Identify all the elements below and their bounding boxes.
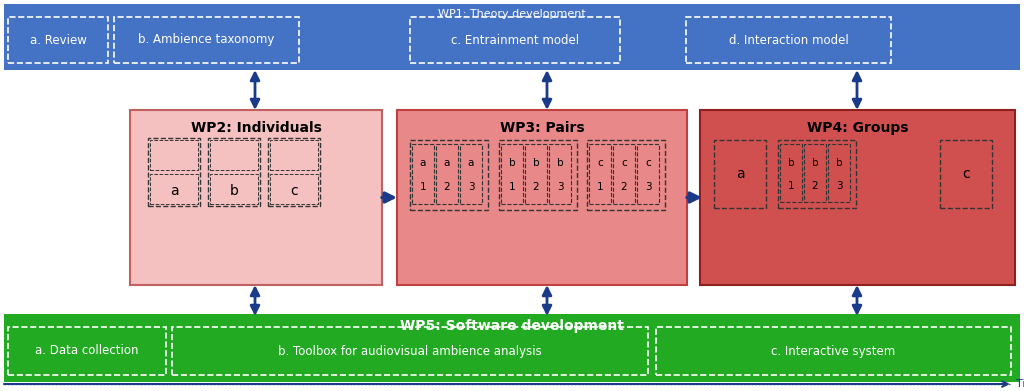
Text: b: b [509, 158, 515, 168]
Bar [412, 144, 434, 204]
Text: WP4: Groups: WP4: Groups [807, 121, 908, 135]
Text: a: a [443, 158, 451, 168]
Text: WP3: Pairs: WP3: Pairs [500, 121, 585, 135]
Bar [270, 140, 318, 170]
Text: 3: 3 [836, 181, 843, 191]
Bar [613, 144, 635, 204]
Bar [410, 140, 488, 210]
Bar [549, 144, 571, 204]
Bar [525, 144, 547, 204]
Text: 2: 2 [621, 182, 628, 192]
Bar [150, 140, 198, 170]
Bar [940, 140, 992, 208]
Text: a. Review: a. Review [30, 34, 86, 47]
Bar [589, 144, 611, 204]
Bar [4, 4, 1020, 70]
Text: 3: 3 [468, 182, 474, 192]
Text: a: a [420, 158, 426, 168]
Text: WP1: Theory development: WP1: Theory development [438, 9, 586, 19]
Bar [460, 144, 482, 204]
Bar [637, 144, 659, 204]
Text: c: c [290, 184, 298, 198]
Bar [714, 140, 766, 208]
Text: 1: 1 [597, 182, 603, 192]
Bar [436, 144, 458, 204]
Text: 3: 3 [557, 182, 563, 192]
Bar [208, 138, 260, 206]
Bar [172, 327, 648, 375]
Bar [828, 144, 850, 202]
Text: 1: 1 [420, 182, 426, 192]
Text: c. Interactive system: c. Interactive system [771, 344, 896, 357]
Bar [150, 174, 198, 204]
Text: b. Ambience taxonomy: b. Ambience taxonomy [138, 34, 274, 47]
Text: 2: 2 [812, 181, 818, 191]
Bar [686, 17, 891, 63]
Text: b: b [836, 158, 843, 168]
Text: 2: 2 [443, 182, 451, 192]
Text: c: c [622, 158, 627, 168]
Text: b: b [532, 158, 540, 168]
Bar [778, 140, 856, 208]
Bar [780, 144, 802, 202]
Text: c: c [597, 158, 603, 168]
Bar [270, 174, 318, 204]
Bar [8, 17, 108, 63]
Text: WP5: Software development: WP5: Software development [400, 319, 624, 333]
Text: a: a [170, 184, 178, 198]
Bar [501, 144, 523, 204]
Text: WP2: Individuals: WP2: Individuals [190, 121, 322, 135]
Bar [410, 17, 620, 63]
Text: b: b [229, 184, 239, 198]
Bar [130, 110, 382, 285]
Bar [148, 138, 200, 206]
Text: a: a [468, 158, 474, 168]
Text: b. Toolbox for audiovisual ambience analysis: b. Toolbox for audiovisual ambience anal… [279, 344, 542, 357]
Text: d. Interaction model: d. Interaction model [729, 34, 848, 47]
Text: Time: Time [1016, 379, 1024, 389]
Bar [210, 140, 258, 170]
Bar [268, 138, 319, 206]
Text: c. Entrainment model: c. Entrainment model [451, 34, 579, 47]
Text: a: a [735, 167, 744, 181]
Text: 1: 1 [509, 182, 515, 192]
Text: c: c [963, 167, 970, 181]
Bar [114, 17, 299, 63]
Bar [397, 110, 687, 285]
Text: b: b [812, 158, 818, 168]
Bar [587, 140, 665, 210]
Bar [4, 314, 1020, 382]
Text: b: b [787, 158, 795, 168]
Text: c: c [645, 158, 651, 168]
Bar [8, 327, 166, 375]
Bar [804, 144, 826, 202]
Text: 3: 3 [645, 182, 651, 192]
Text: b: b [557, 158, 563, 168]
Bar [499, 140, 577, 210]
Text: 1: 1 [787, 181, 795, 191]
Bar [210, 174, 258, 204]
Text: a. Data collection: a. Data collection [35, 344, 138, 357]
Bar [656, 327, 1011, 375]
Bar [700, 110, 1015, 285]
Text: 2: 2 [532, 182, 540, 192]
